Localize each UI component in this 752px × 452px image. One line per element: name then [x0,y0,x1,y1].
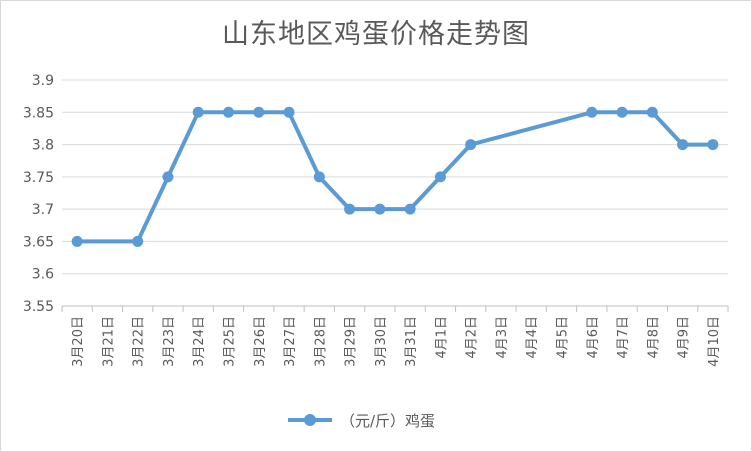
legend-marker [288,408,332,432]
series-layer [71,106,719,247]
data-point [162,171,174,183]
data-point [283,106,295,118]
data-point [707,139,719,151]
data-point [404,203,416,215]
data-point [465,139,477,151]
data-point [616,106,628,118]
x-tick-label: 3月21日 [101,316,116,367]
y-tick-label: 3.55 [23,299,54,315]
y-tick-label: 3.7 [32,202,54,218]
x-tick-label: 3月27日 [283,316,298,367]
y-tick-label: 3.65 [23,234,54,250]
x-tick-label: 3月31日 [404,316,419,367]
data-point [646,106,658,118]
data-point [434,171,446,183]
x-tick-label: 4月8日 [646,316,661,359]
gridlines [62,79,728,275]
data-point [344,203,356,215]
x-tick-label: 4月6日 [586,316,601,359]
data-point [192,106,204,118]
x-tick-label: 3月22日 [132,316,147,367]
data-point [223,106,234,118]
x-tick-label: 4月5日 [556,316,571,359]
legend: （元/斤）鸡蛋 [288,408,435,432]
data-point [313,171,325,183]
data-point [132,235,144,247]
x-tick-label: 3月30日 [374,316,389,367]
data-point [71,235,83,247]
data-point [253,106,265,118]
x-tick-label: 4月2日 [465,316,480,359]
x-tick-label: 3月20日 [71,316,86,367]
chart-title: 山东地区鸡蛋价格走势图 [222,19,530,50]
y-tick-label: 3.8 [32,138,54,154]
y-tick-label: 3.85 [23,105,54,121]
data-point [586,106,598,118]
x-tick-label: 4月1日 [434,316,449,359]
y-tick-label: 3.9 [32,73,54,89]
x-tick-label: 4月7日 [616,316,631,359]
x-tick-label: 3月28日 [313,316,328,367]
x-tick-label: 3月25日 [223,316,238,367]
x-axis: 3月20日 3月21日 3月22日 3月23日 3月24日 3月25日 3月26日 3月27日… [61,305,729,367]
legend-label: （元/斤）鸡蛋 [340,411,436,430]
data-point [374,203,386,215]
y-axis-ticks: 3.55 3.6 3.65 3.7 3.75 3.8 3.85 3.9 [23,73,54,315]
y-tick-label: 3.6 [32,267,54,283]
x-tick-label: 4月9日 [677,316,692,359]
data-point [677,139,689,151]
x-tick-label: 3月26日 [253,316,268,367]
x-tick-label: 4月10日 [707,316,722,367]
x-tick-label: 4月3日 [495,316,510,359]
y-tick-label: 3.75 [23,170,54,186]
x-tick-label: 3月24日 [192,316,207,367]
x-tick-label: 4月4日 [525,316,540,359]
x-tick-label: 3月23日 [162,316,177,367]
x-tick-label: 3月29日 [344,316,359,367]
